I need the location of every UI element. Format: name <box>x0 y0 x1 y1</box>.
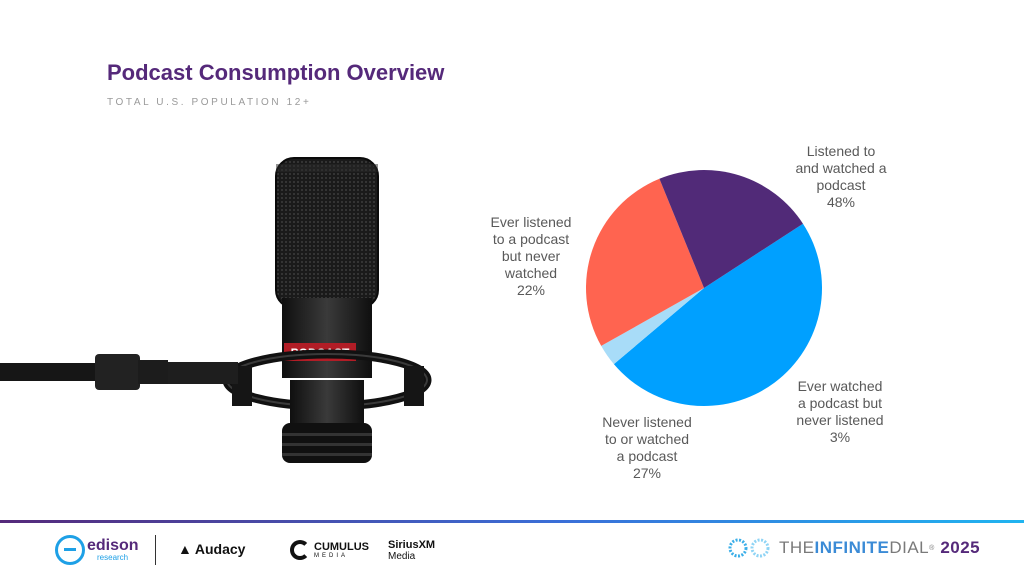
label-line: Listened to <box>806 143 876 159</box>
label-line: watched <box>504 265 558 281</box>
sirius-sub: Media <box>388 550 416 562</box>
label-line: a podcast <box>616 448 678 464</box>
label-line: a podcast but <box>797 395 883 411</box>
cumulus-name: CUMULUS <box>314 540 369 553</box>
label-watched-never-listened: Ever watched a podcast but never listene… <box>781 378 899 446</box>
dial-suffix: DIAL <box>889 538 930 557</box>
label-line: Never listened <box>602 414 692 430</box>
pie-chart <box>586 170 822 406</box>
label-listened-and-watched: Listened to and watched a podcast 48% <box>778 143 904 211</box>
pie-slice-1 <box>601 288 704 365</box>
pie-slice-3 <box>659 170 803 288</box>
label-line: podcast <box>816 177 866 193</box>
edison-sub: research <box>97 553 129 562</box>
cumulus-sub: MEDIA <box>314 552 349 559</box>
label-line: to or watched <box>604 431 690 447</box>
pie-slice-0 <box>613 223 822 406</box>
audacy-logo: ▲ Audacy <box>178 541 245 557</box>
dial-prefix: THE <box>779 538 815 557</box>
label-value: 3% <box>829 429 851 445</box>
label-line: to a podcast <box>492 231 570 247</box>
dial-year: 2025 <box>940 538 981 557</box>
infinite-dial-logo: THE INFINITE DIAL ® 2025 <box>727 537 980 559</box>
label-line: Ever listened <box>490 214 572 230</box>
edison-research-logo: edison research <box>55 535 139 565</box>
dial-tm: ® <box>929 544 935 552</box>
logo-divider <box>155 535 156 565</box>
pie-slice-2 <box>586 178 704 346</box>
label-line: Ever watched <box>797 378 883 394</box>
infinity-loop-icon <box>728 538 770 558</box>
audacy-mark-icon: ▲ <box>178 541 192 557</box>
page-subtitle: TOTAL U.S. POPULATION 12+ <box>107 97 312 108</box>
dial-bold: INFINITE <box>814 538 890 557</box>
sirius-name: SiriusXM <box>388 539 436 551</box>
label-value: 48% <box>826 194 856 210</box>
cumulus-media-logo: CUMULUS MEDIA <box>290 540 369 560</box>
label-line: never listened <box>796 412 884 428</box>
label-value: 22% <box>516 282 546 298</box>
siriusxm-media-logo: SiriusXM Media <box>388 539 436 562</box>
page-title: Podcast Consumption Overview <box>107 60 445 85</box>
label-line: and watched a <box>795 160 887 176</box>
label-never-listened-or-watched: Never listened to or watched a podcast 2… <box>588 414 706 482</box>
footer-gradient-bar <box>0 520 1024 523</box>
audacy-name: Audacy <box>194 541 246 557</box>
label-line: but never <box>501 248 561 264</box>
cumulus-mark-icon <box>290 540 310 560</box>
edison-name: edison <box>87 537 139 554</box>
label-value: 27% <box>632 465 662 481</box>
label-listened-never-watched: Ever listened to a podcast but never wat… <box>472 214 590 299</box>
podcast-microphone-image: PODCAST <box>0 157 432 463</box>
edison-mark-icon <box>55 535 85 565</box>
